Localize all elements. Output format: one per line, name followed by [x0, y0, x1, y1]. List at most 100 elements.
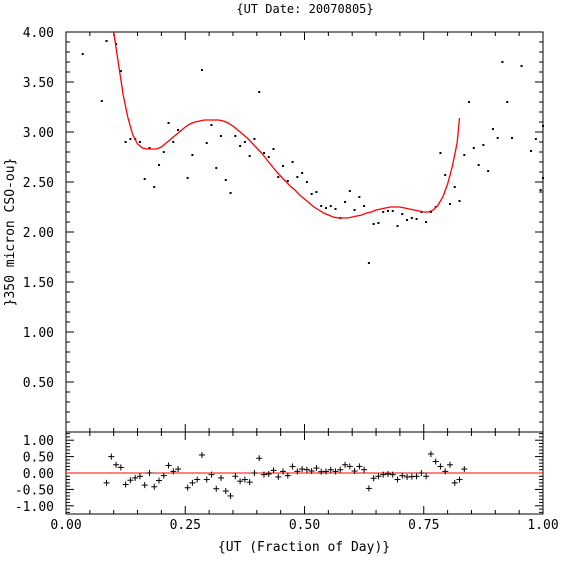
data-point	[463, 154, 466, 156]
data-point	[286, 180, 289, 182]
data-point	[396, 225, 399, 227]
residual-point	[146, 470, 153, 476]
data-point	[534, 138, 537, 140]
residual-point	[308, 468, 315, 475]
data-point	[172, 141, 175, 143]
residual-point	[418, 470, 425, 476]
data-point	[158, 164, 161, 166]
data-point	[491, 128, 494, 130]
data-point	[224, 179, 227, 181]
residual-point	[303, 466, 310, 473]
data-point	[296, 176, 299, 178]
residual-point	[284, 472, 291, 479]
residual-point	[399, 472, 406, 479]
residual-point	[384, 470, 391, 477]
data-point	[320, 205, 323, 207]
residual-point	[218, 474, 225, 481]
data-point	[453, 186, 456, 188]
data-point	[439, 152, 442, 154]
data-point	[334, 208, 337, 210]
residual-point	[241, 476, 248, 483]
residual-point	[122, 481, 129, 488]
y-tick-label: 4.00	[23, 26, 54, 41]
data-point	[382, 211, 385, 213]
main-y-tick-labels: 0.50 1.00 1.50 2.00 2.50 3.00 3.50 4.00	[23, 26, 54, 391]
data-point	[506, 101, 509, 103]
data-point	[372, 223, 375, 225]
data-point	[129, 138, 132, 140]
residual-point	[361, 466, 368, 473]
residual-point	[394, 476, 401, 483]
data-point	[119, 70, 122, 72]
residual-point	[356, 463, 363, 470]
x-tick-label: 0.75	[408, 518, 439, 533]
residual-y-tick-label: 1.00	[23, 434, 54, 449]
residual-data-points	[103, 450, 468, 499]
chart-title: {UT Date: 20070805}	[236, 2, 373, 16]
data-point	[291, 161, 294, 163]
data-point	[363, 205, 366, 207]
data-point	[220, 135, 223, 137]
residual-point	[380, 471, 387, 478]
data-point	[239, 145, 242, 147]
residual-point	[184, 484, 191, 491]
data-point	[391, 210, 394, 212]
residual-point	[232, 473, 239, 480]
residual-point	[260, 471, 267, 478]
data-point	[520, 65, 523, 67]
y-tick-label: 1.00	[23, 326, 54, 341]
residual-point	[446, 461, 453, 468]
residual-point	[127, 477, 134, 484]
data-point	[124, 141, 127, 143]
y-tick-label: 2.00	[23, 226, 54, 241]
data-point	[530, 150, 533, 152]
data-point	[344, 201, 347, 203]
residual-point	[451, 479, 458, 486]
residual-point	[342, 461, 349, 468]
data-point	[401, 213, 404, 215]
data-point	[100, 100, 103, 102]
main-axis-ticks	[65, 31, 544, 433]
residual-point	[136, 473, 143, 480]
data-point	[315, 191, 318, 193]
residual-point	[108, 453, 115, 460]
residual-point	[265, 470, 272, 477]
data-point	[329, 205, 332, 207]
residual-y-tick-label: 0.00	[23, 467, 54, 482]
residual-point	[346, 463, 353, 470]
residual-point	[227, 492, 234, 499]
residual-point	[213, 485, 220, 492]
data-point	[81, 53, 84, 55]
residual-axis-ticks	[65, 432, 544, 514]
data-point	[472, 147, 475, 149]
data-point	[253, 138, 256, 140]
data-point	[162, 151, 165, 153]
data-point	[272, 148, 275, 150]
y-axis-label: }350 micron CSO-ou}	[3, 158, 18, 307]
data-point	[477, 164, 480, 166]
residual-point	[456, 476, 463, 483]
data-point	[138, 141, 141, 143]
residual-point	[141, 482, 148, 489]
data-point	[542, 125, 544, 127]
residual-point	[203, 476, 210, 483]
data-point	[482, 144, 485, 146]
residual-point	[270, 467, 277, 474]
data-point	[425, 221, 428, 223]
y-tick-label: 3.50	[23, 76, 54, 91]
residual-y-tick-labels: 1.00 0.500.00-0.50 -1.00	[15, 434, 54, 515]
data-point	[191, 154, 194, 156]
residual-point	[437, 463, 444, 470]
x-tick-label: 1.00	[527, 518, 558, 533]
data-point	[229, 192, 232, 194]
residual-point	[103, 479, 110, 486]
residual-point	[313, 465, 320, 472]
fit-curve	[113, 31, 461, 219]
x-tick-labels: 0.00 0.25 0.50 0.75 1.00	[50, 518, 558, 533]
residual-point	[165, 462, 172, 469]
data-point	[501, 61, 504, 63]
data-point	[324, 207, 327, 209]
residual-point	[117, 464, 124, 471]
data-point	[410, 217, 413, 219]
data-point	[258, 91, 261, 93]
